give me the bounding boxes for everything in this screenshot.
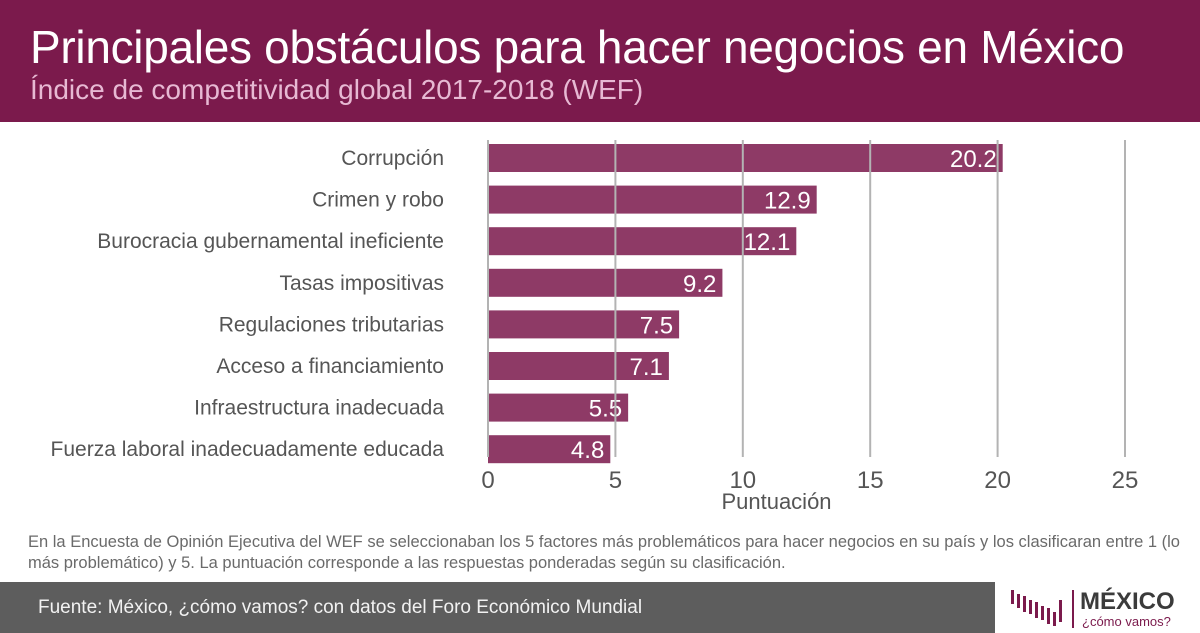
- x-tick-label: 25: [1112, 467, 1139, 494]
- bar: [488, 144, 1003, 172]
- bar: [488, 393, 629, 422]
- category-label: Tasas impositivas: [279, 272, 444, 295]
- chart-title: Principales obstáculos para hacer negoci…: [30, 21, 1125, 73]
- logo-tagline: ¿cómo vamos?: [1082, 614, 1171, 629]
- bar: [488, 185, 817, 214]
- methodology-note: En la Encuesta de Opinión Ejecutiva del …: [28, 533, 1180, 572]
- bar-chart: Corrupción 20.2 Crimen y robo 12.9 Burocraci…: [51, 140, 1139, 514]
- value-label: 7.1: [630, 354, 663, 381]
- logo-divider: [1072, 590, 1074, 628]
- value-label: 20.2: [950, 146, 997, 173]
- value-label: 4.8: [571, 437, 604, 464]
- source-text: Fuente: México, ¿cómo vamos? con datos d…: [38, 597, 643, 618]
- category-label: Regulaciones tributarias: [219, 313, 444, 336]
- category-label: Burocracia gubernamental ineficiente: [97, 230, 444, 253]
- logo-name: MÉXICO: [1080, 588, 1175, 615]
- x-tick-label: 0: [481, 467, 494, 494]
- logo-bars-icon: [1011, 590, 1062, 626]
- bar: [488, 435, 611, 464]
- value-label: 12.1: [744, 229, 791, 256]
- x-axis-title: Puntuación: [721, 489, 831, 514]
- footer: Fuente: México, ¿cómo vamos? con datos d…: [0, 582, 1200, 633]
- bar: [488, 310, 680, 339]
- footer-bar: Fuente: México, ¿cómo vamos? con datos d…: [0, 582, 995, 633]
- x-tick-label: 15: [857, 467, 884, 494]
- value-label: 5.5: [589, 396, 622, 423]
- x-tick-label: 20: [984, 467, 1011, 494]
- logo: MÉXICO ¿cómo vamos?: [1010, 586, 1195, 631]
- value-label: 12.9: [764, 188, 811, 215]
- category-label: Corrupción: [341, 147, 444, 170]
- bar: [488, 352, 669, 380]
- x-tick-label: 5: [609, 467, 622, 494]
- x-tick-label: 10: [729, 467, 756, 494]
- value-label: 7.5: [640, 312, 673, 339]
- header-banner: Principales obstáculos para hacer negoci…: [0, 0, 1200, 122]
- category-label: Infraestructura inadecuada: [194, 397, 444, 420]
- category-label: Fuerza laboral inadecuadamente educada: [51, 438, 445, 461]
- bar: [488, 227, 797, 256]
- category-label: Crimen y robo: [312, 189, 444, 212]
- value-label: 9.2: [683, 271, 716, 298]
- category-label: Acceso a financiamiento: [216, 355, 444, 378]
- bar: [488, 268, 723, 297]
- chart-subtitle: Índice de competitividad global 2017-201…: [30, 74, 644, 105]
